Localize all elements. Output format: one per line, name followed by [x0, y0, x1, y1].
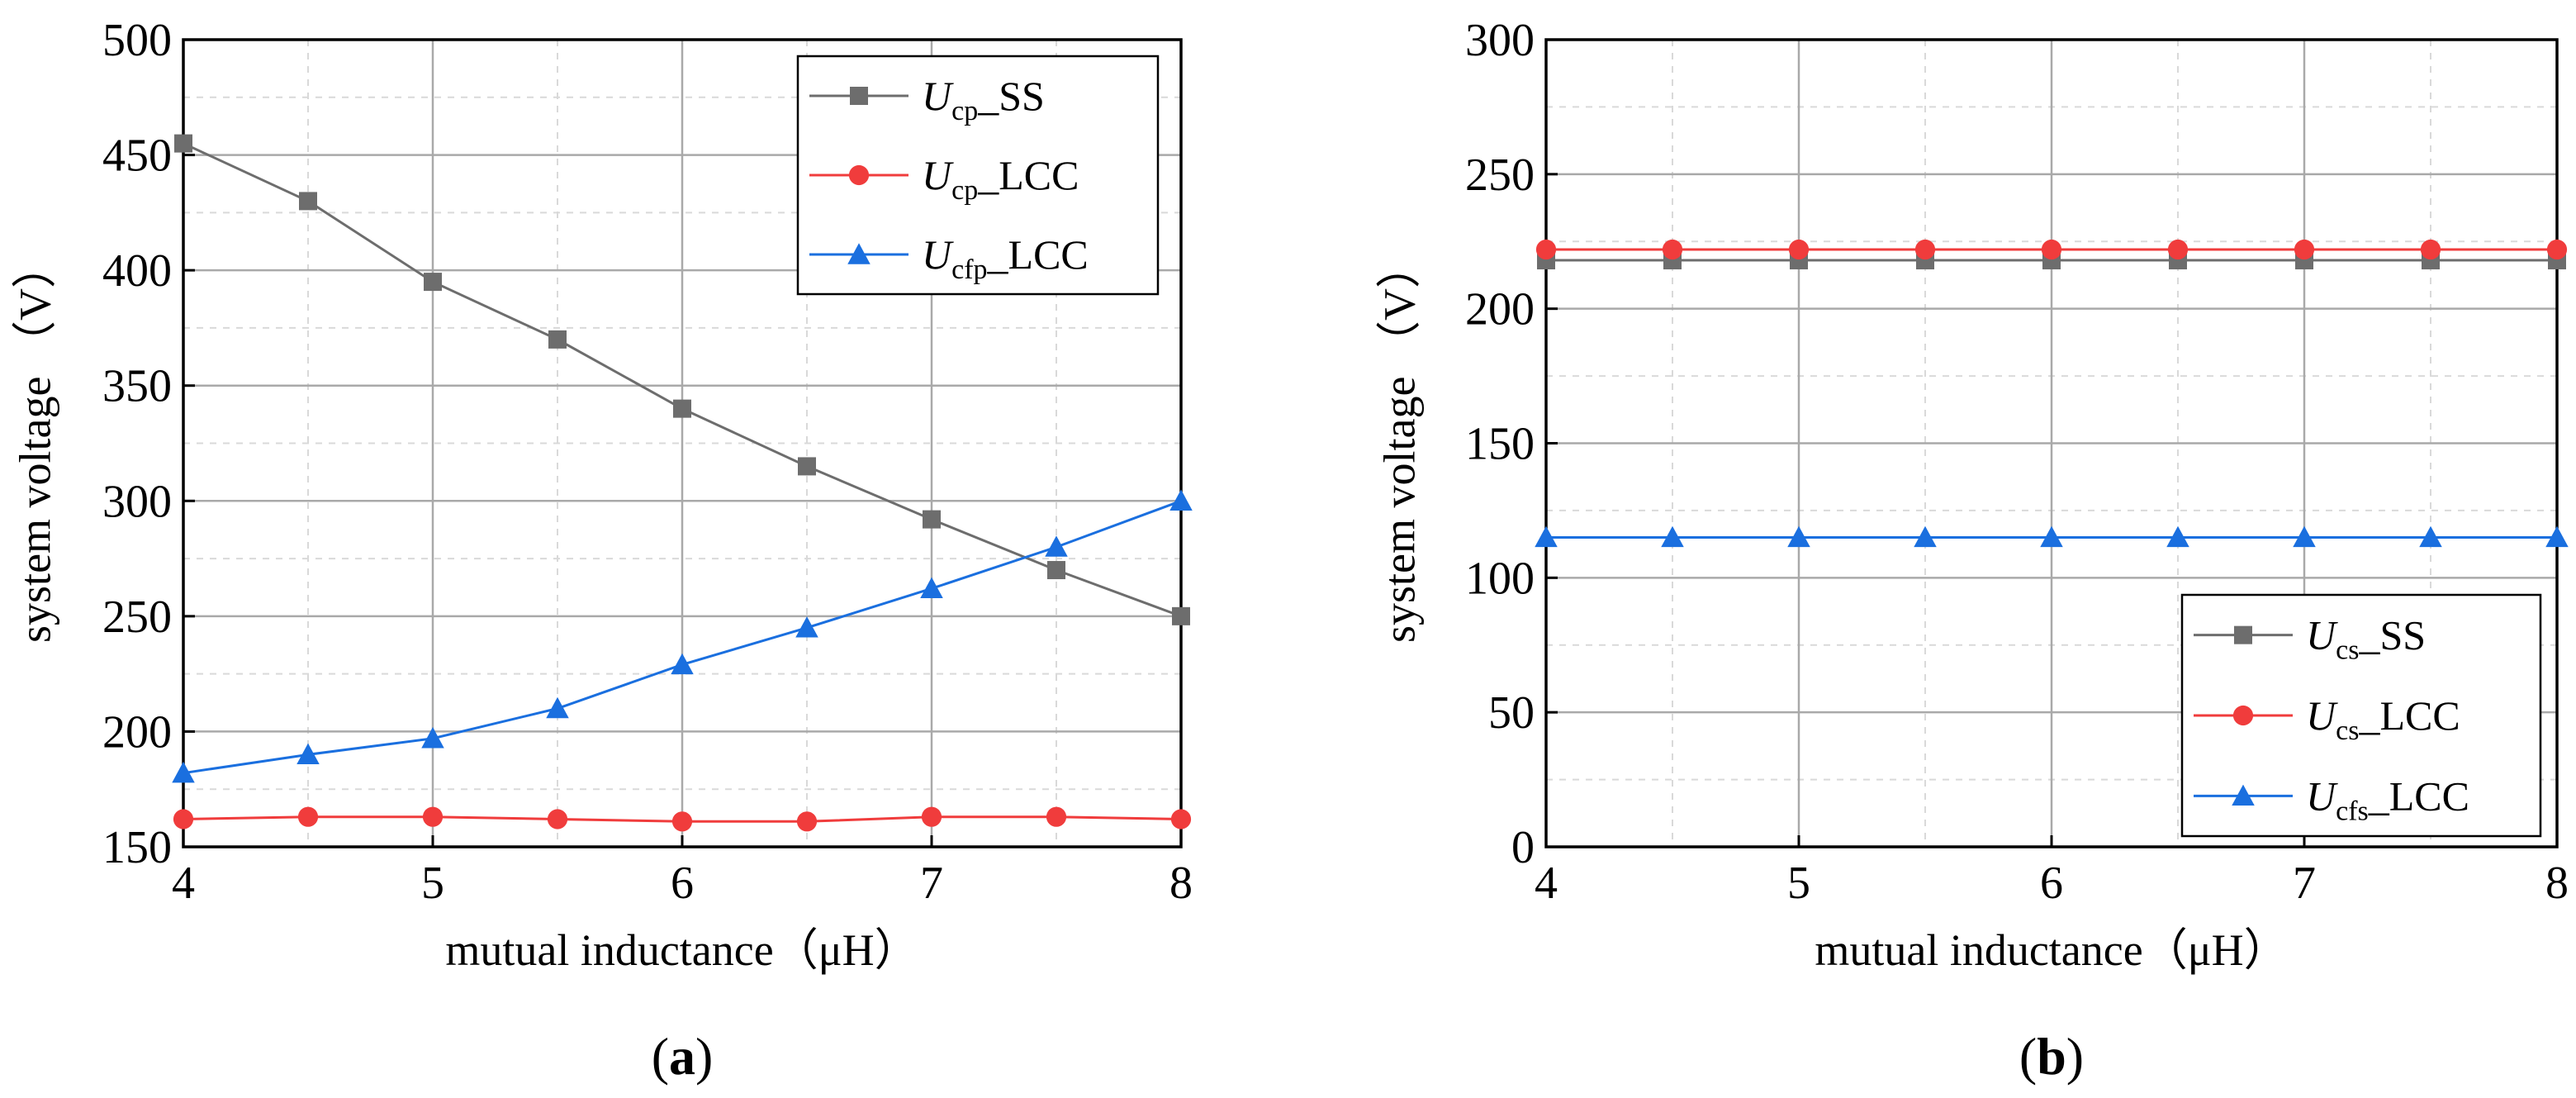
y-tick-label: 300 — [102, 476, 172, 527]
data-point — [673, 399, 691, 418]
y-tick-label: 450 — [102, 131, 172, 182]
series-cfp-lcc — [172, 489, 1193, 783]
data-point — [1170, 809, 1192, 829]
data-point — [1172, 606, 1190, 625]
legend-marker — [850, 87, 868, 105]
legend-entry: Ucp_SS — [922, 73, 1045, 126]
data-point — [1787, 525, 1810, 548]
data-point — [1535, 239, 1557, 260]
data-point — [795, 616, 818, 638]
data-point — [2294, 239, 2315, 260]
data-point — [2419, 525, 2442, 548]
chart-panel-b: 0 50 100 150 200 250 300 4 5 6 7 8 mutual inductance… — [1374, 15, 2569, 1086]
data-point — [1661, 525, 1684, 548]
x-tick-label: 4 — [172, 858, 195, 909]
legend-marker — [2232, 784, 2255, 806]
y-tick-label: 500 — [102, 15, 172, 66]
y-tick-label: 350 — [102, 361, 172, 412]
data-point — [1169, 489, 1193, 511]
x-tick-label: 6 — [2040, 858, 2063, 909]
data-point — [920, 577, 943, 599]
chart-panel-a: 150 200 250 300 350 400 450 500 4 5 6 7 8 mutual indu… — [10, 15, 1193, 1086]
y-tick-label: 50 — [1488, 687, 1535, 739]
data-point — [671, 653, 694, 675]
data-point — [1914, 525, 1937, 548]
legend: Ucs_SS Ucs_LCC Ucfs_LCC — [2180, 593, 2542, 838]
y-tick-label: 400 — [102, 245, 172, 297]
data-point — [2166, 525, 2189, 548]
data-point — [173, 809, 194, 829]
data-point — [1535, 525, 1558, 548]
data-point — [172, 761, 195, 783]
series-cs-lcc — [1535, 239, 2568, 260]
data-point — [671, 811, 693, 832]
data-point — [923, 510, 941, 529]
series-cfs-lcc — [1535, 525, 2569, 548]
legend: Ucp_SS Ucp_LCC Ucfp_LCC — [796, 55, 1160, 296]
data-point — [2420, 239, 2441, 260]
data-point — [548, 330, 567, 349]
data-point — [1788, 239, 1810, 260]
legend-entry: Ucs_SS — [2306, 612, 2426, 666]
x-axis-label: mutual inductance（μH） — [1815, 925, 2288, 975]
series-cp-lcc — [173, 806, 1192, 832]
x-tick-label: 7 — [920, 858, 943, 909]
data-point — [1662, 239, 1683, 260]
x-tick-label: 6 — [671, 858, 694, 909]
x-tick-label: 5 — [421, 858, 444, 909]
data-point — [2546, 239, 2568, 260]
panel-label: (a) — [652, 1027, 714, 1086]
data-point — [422, 806, 444, 827]
data-point — [1046, 806, 1067, 827]
legend-marker — [848, 164, 870, 186]
x-tick-label: 4 — [1535, 858, 1558, 909]
data-point — [798, 457, 816, 476]
data-point — [1045, 535, 1068, 557]
data-point — [796, 811, 818, 832]
data-point — [174, 134, 192, 153]
data-point — [2545, 525, 2569, 548]
legend-marker — [2232, 705, 2254, 726]
legend-entry: Ucfs_LCC — [2306, 772, 2469, 826]
y-tick-label: 100 — [1465, 553, 1535, 604]
data-point — [421, 727, 444, 749]
y-tick-label: 0 — [1511, 822, 1535, 873]
y-tick-label: 250 — [102, 592, 172, 643]
data-point — [2041, 239, 2062, 260]
data-point — [299, 192, 317, 211]
legend-entry: Ucs_LCC — [2306, 692, 2460, 746]
data-point — [547, 809, 568, 829]
y-tick-label: 250 — [1465, 150, 1535, 201]
y-axis-label: system voltage （V） — [1374, 244, 1424, 643]
data-point — [1047, 561, 1065, 580]
data-point — [424, 273, 442, 292]
y-tick-label: 150 — [1465, 419, 1535, 470]
data-point — [921, 806, 942, 827]
data-point — [2040, 525, 2063, 548]
x-tick-label: 5 — [1787, 858, 1810, 909]
data-point — [546, 696, 569, 719]
y-tick-label: 200 — [1465, 284, 1535, 335]
y-tick-label: 300 — [1465, 15, 1535, 66]
y-axis-label: system voltage （V） — [10, 244, 59, 643]
x-tick-label: 8 — [2545, 858, 2569, 909]
legend-marker — [847, 243, 871, 264]
series-cp-ss — [174, 134, 1190, 625]
data-point — [2167, 239, 2189, 260]
data-point — [1914, 239, 1936, 260]
data-point — [2293, 525, 2316, 548]
legend-marker — [2234, 625, 2252, 644]
legend-entry: Ucp_LCC — [922, 152, 1079, 206]
legend-entry: Ucfp_LCC — [922, 231, 1089, 285]
x-tick-label: 8 — [1169, 858, 1193, 909]
x-tick-label: 7 — [2293, 858, 2316, 909]
data-point — [297, 743, 320, 765]
panel-label: (b) — [2019, 1027, 2084, 1086]
y-tick-label: 200 — [102, 706, 172, 758]
x-axis-label: mutual inductance（μH） — [445, 925, 918, 975]
y-tick-label: 150 — [102, 822, 172, 873]
data-point — [297, 806, 319, 827]
